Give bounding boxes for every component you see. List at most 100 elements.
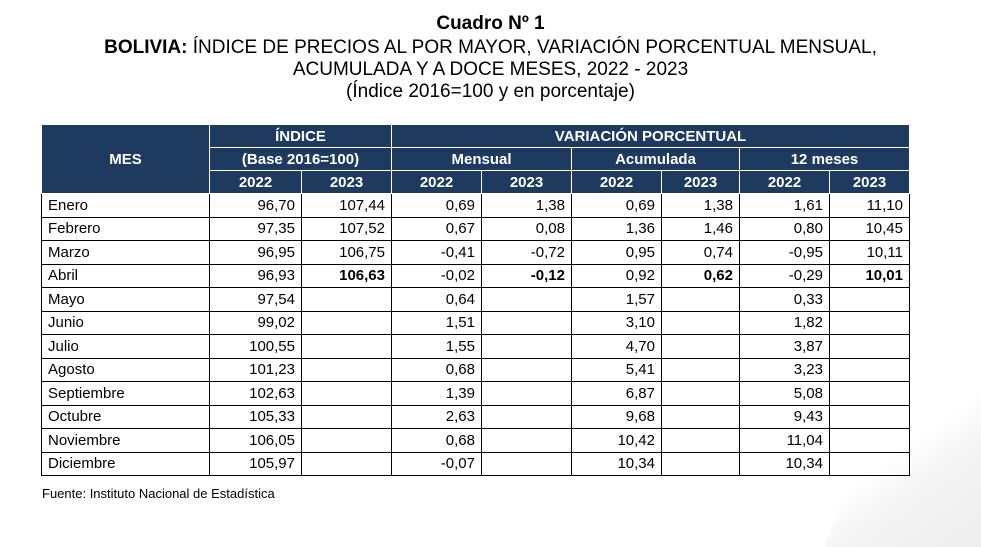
value-cell <box>301 381 392 406</box>
value-cell: 4,70 <box>571 334 662 359</box>
value-cell <box>301 428 392 453</box>
header-year: 2023 <box>301 170 392 194</box>
value-cell <box>829 428 910 453</box>
table-row: Septiembre 102,63 1,39 6,87 5,08 <box>41 381 910 406</box>
price-index-table: MES ÍNDICE VARIACIÓN PORCENTUAL (Base 20… <box>41 124 910 476</box>
header-year: 2023 <box>661 170 740 194</box>
value-cell: 0,69 <box>391 193 482 218</box>
value-cell: 1,46 <box>661 217 740 241</box>
value-cell: 5,41 <box>571 358 662 382</box>
value-cell: 96,93 <box>209 264 302 288</box>
table-row: Abril 96,93 106,63 -0,02 -0,12 0,92 0,62 -0,29 1… <box>41 264 910 288</box>
header-year: 2023 <box>829 170 910 194</box>
table-row: Febrero 97,35 107,52 0,67 0,08 1,36 1,46 0,80 10… <box>41 217 910 241</box>
value-cell: 1,36 <box>571 217 662 241</box>
month-cell: Febrero <box>41 217 210 241</box>
value-cell: 1,61 <box>739 193 830 218</box>
table-row: Junio 99,02 1,51 3,10 1,82 <box>41 311 910 335</box>
value-cell: 107,52 <box>301 217 392 241</box>
value-cell <box>829 381 910 406</box>
value-cell <box>661 358 740 382</box>
value-cell: 0,95 <box>571 240 662 265</box>
value-cell: 0,74 <box>661 240 740 265</box>
month-cell: Noviembre <box>41 428 210 453</box>
value-cell <box>661 405 740 429</box>
value-cell: 106,63 <box>301 264 392 288</box>
value-cell <box>829 334 910 359</box>
value-cell: 1,39 <box>391 381 482 406</box>
value-cell: 1,57 <box>571 287 662 312</box>
value-cell: 106,75 <box>301 240 392 265</box>
header-year: 2022 <box>571 170 662 194</box>
value-cell: -0,72 <box>481 240 572 265</box>
header-mensual: Mensual <box>391 147 572 171</box>
value-cell <box>661 334 740 359</box>
header-year: 2022 <box>209 170 302 194</box>
month-cell: Agosto <box>41 358 210 382</box>
value-cell: 106,05 <box>209 428 302 453</box>
value-cell: 3,87 <box>739 334 830 359</box>
value-cell: 101,23 <box>209 358 302 382</box>
value-cell: 10,34 <box>739 452 830 476</box>
table-row: Marzo 96,95 106,75 -0,41 -0,72 0,95 0,74 -0,95 1… <box>41 240 910 265</box>
value-cell: 96,95 <box>209 240 302 265</box>
value-cell: 9,43 <box>739 405 830 429</box>
value-cell: 102,63 <box>209 381 302 406</box>
month-cell: Enero <box>41 193 210 218</box>
value-cell <box>481 334 572 359</box>
header-mes: MES <box>41 124 210 194</box>
value-cell: 0,80 <box>739 217 830 241</box>
header-doce-meses: 12 meses <box>739 147 910 171</box>
table-subtitle: BOLIVIA: ÍNDICE DE PRECIOS AL POR MAYOR,… <box>0 37 981 59</box>
value-cell: 105,33 <box>209 405 302 429</box>
value-cell <box>481 381 572 406</box>
month-cell: Junio <box>41 311 210 335</box>
value-cell <box>481 405 572 429</box>
value-cell: 97,35 <box>209 217 302 241</box>
table-body: Enero 96,70 107,44 0,69 1,38 0,69 1,38 1,61 11,1… <box>41 193 910 476</box>
value-cell <box>481 428 572 453</box>
value-cell: 0,68 <box>391 428 482 453</box>
header-year: 2022 <box>739 170 830 194</box>
value-cell: -0,95 <box>739 240 830 265</box>
value-cell: 0,64 <box>391 287 482 312</box>
header-indice-base: (Base 2016=100) <box>209 147 392 171</box>
value-cell: -0,12 <box>481 264 572 288</box>
value-cell: 1,51 <box>391 311 482 335</box>
value-cell: 0,67 <box>391 217 482 241</box>
value-cell <box>829 405 910 429</box>
value-cell: 100,55 <box>209 334 302 359</box>
month-cell: Diciembre <box>41 452 210 476</box>
value-cell: 10,01 <box>829 264 910 288</box>
month-cell: Marzo <box>41 240 210 265</box>
value-cell: 0,62 <box>661 264 740 288</box>
table-row: Noviembre 106,05 0,68 10,42 11,04 <box>41 428 910 453</box>
value-cell <box>301 334 392 359</box>
value-cell: 11,04 <box>739 428 830 453</box>
header-years-row: 2022 2023 2022 2023 2022 2023 2022 2023 <box>42 170 910 194</box>
header-acumulada: Acumulada <box>571 147 740 171</box>
value-cell <box>301 405 392 429</box>
value-cell: 0,92 <box>571 264 662 288</box>
value-cell: 11,10 <box>829 193 910 218</box>
value-cell: 1,55 <box>391 334 482 359</box>
value-cell: -0,07 <box>391 452 482 476</box>
value-cell <box>829 287 910 312</box>
value-cell <box>829 311 910 335</box>
value-cell <box>481 452 572 476</box>
value-cell: 3,10 <box>571 311 662 335</box>
value-cell: 97,54 <box>209 287 302 312</box>
value-cell <box>481 311 572 335</box>
table-row: Julio 100,55 1,55 4,70 3,87 <box>41 334 910 359</box>
value-cell: 1,38 <box>481 193 572 218</box>
header-indice: ÍNDICE <box>209 124 392 148</box>
value-cell <box>481 287 572 312</box>
value-cell: 0,08 <box>481 217 572 241</box>
value-cell: 9,68 <box>571 405 662 429</box>
value-cell: -0,02 <box>391 264 482 288</box>
table-row: Agosto 101,23 0,68 5,41 3,23 <box>41 358 910 382</box>
value-cell: 3,23 <box>739 358 830 382</box>
value-cell <box>301 287 392 312</box>
value-cell: -0,29 <box>739 264 830 288</box>
value-cell: 0,69 <box>571 193 662 218</box>
